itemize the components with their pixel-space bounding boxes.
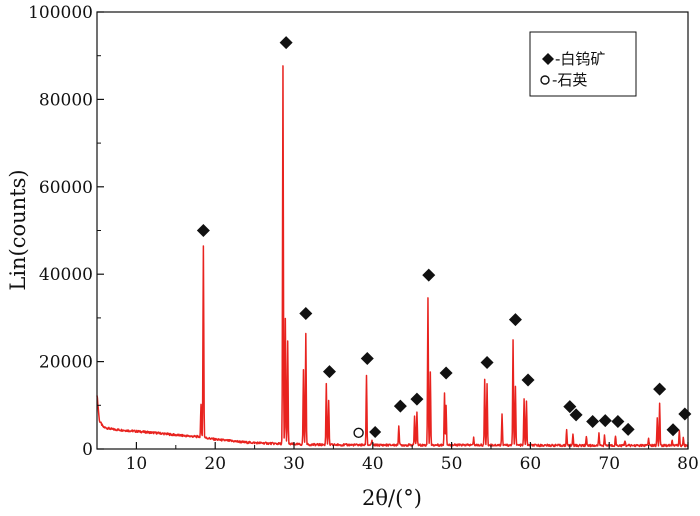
scheelite-marker-1 (279, 36, 293, 50)
scheelite-marker-15 (598, 414, 612, 428)
y-tick-label: 80000 (39, 90, 93, 110)
scheelite-marker-18 (653, 382, 667, 396)
scheelite-marker-5 (393, 399, 407, 413)
y-tick-label: 60000 (39, 178, 93, 198)
y-tick-label: 100000 (28, 3, 93, 23)
legend: -白钨矿 -石英 (529, 31, 637, 97)
scheelite-marker-2 (299, 307, 313, 321)
legend-diamond-icon (542, 53, 554, 65)
scheelite-marker-0 (196, 224, 210, 237)
scheelite-marker-10 (508, 313, 522, 327)
x-tick-label: 30 (283, 454, 305, 474)
scheelite-marker-6 (410, 392, 424, 406)
y-tick-label: 20000 (39, 353, 93, 373)
scheelite-marker-12 (563, 400, 577, 414)
scheelite-marker-8 (439, 366, 453, 380)
x-axis-title: 2θ/(°) (362, 486, 422, 510)
xrd-pattern-line (96, 65, 689, 448)
scheelite-marker-4 (360, 352, 374, 366)
scheelite-marker-17 (621, 422, 635, 436)
scheelite-marker-19 (666, 423, 680, 437)
scheelite-marker-13 (569, 408, 583, 422)
scheelite-marker-9 (480, 355, 494, 369)
legend-label-quartz: -石英 (552, 71, 587, 89)
quartz-marker-0 (353, 427, 364, 439)
scheelite-marker-7 (422, 268, 436, 282)
x-tick-label: 40 (362, 454, 384, 474)
legend-circle-icon (540, 75, 550, 85)
x-tick-label: 80 (677, 454, 699, 474)
scheelite-marker-20 (678, 407, 692, 421)
x-tick-label: 60 (520, 454, 542, 474)
x-tick-label: 50 (441, 454, 463, 474)
scheelite-marker-16 (611, 414, 625, 428)
scheelite-marker-3 (322, 365, 336, 379)
x-tick-label: 70 (598, 454, 620, 474)
scheelite-marker-11 (521, 373, 535, 387)
legend-label-scheelite: -白钨矿 (555, 50, 605, 68)
y-tick-label: 0 (82, 440, 93, 460)
scheelite-marker-14 (586, 414, 600, 428)
x-tick-label: 20 (204, 454, 226, 474)
y-tick-label: 40000 (39, 265, 93, 285)
y-axis-title: Lin(counts) (6, 169, 30, 290)
extra-diamond-marker-0 (369, 425, 382, 438)
x-tick-label: 10 (126, 454, 148, 474)
